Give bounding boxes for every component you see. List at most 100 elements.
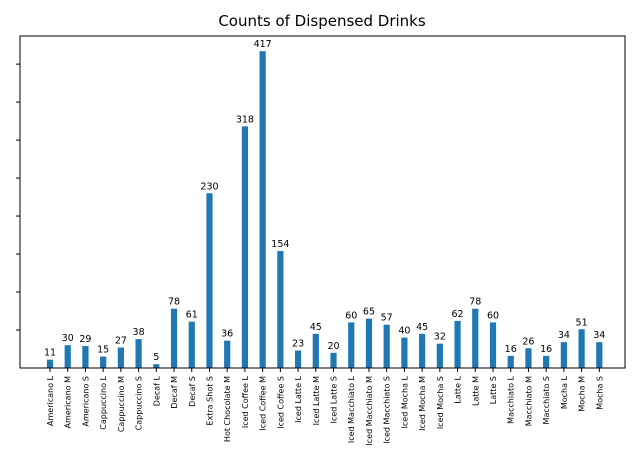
bar-value-label: 11	[44, 348, 56, 359]
bar	[401, 337, 408, 368]
x-tick-label: Iced Coffee M	[259, 376, 268, 431]
plot-frame	[19, 35, 626, 369]
bar-value-label: 23	[292, 339, 304, 350]
x-tick-label: Mocha M	[578, 376, 587, 412]
bar	[294, 350, 302, 368]
bar-value-label: 5	[153, 352, 159, 363]
bar	[241, 126, 249, 368]
bar-value-label: 78	[168, 297, 180, 308]
bars-group	[46, 51, 603, 368]
bar-value-label: 38	[133, 327, 145, 338]
bar-value-label: 40	[398, 326, 410, 337]
x-tick-label: Americano M	[64, 376, 73, 429]
bar-value-label: 318	[236, 114, 254, 125]
x-tick-label: Latte S	[489, 376, 498, 404]
x-tick-label: Iced Mocha L	[400, 375, 409, 428]
x-tick-label: Extra Shot S	[205, 376, 214, 425]
x-tick-label: Iced Mocha S	[436, 376, 445, 429]
bar	[135, 339, 142, 368]
bar	[507, 355, 514, 368]
x-tick-label: Hot Chocolate M	[223, 376, 232, 442]
bar-value-label: 57	[381, 313, 393, 324]
bar-value-label: 34	[593, 330, 605, 341]
bar-value-label: 30	[62, 333, 74, 344]
bar	[383, 324, 390, 368]
bar-value-label: 60	[487, 310, 499, 321]
bar-value-label: 51	[576, 317, 588, 328]
x-tick-label: Mocha S	[595, 376, 604, 410]
x-tick-label: Decaf M	[170, 376, 179, 409]
bar-value-label: 45	[310, 322, 322, 333]
bar	[543, 355, 550, 368]
x-tick-label: Latte L	[454, 375, 463, 403]
x-tick-label: Americano S	[81, 376, 90, 427]
bar	[419, 333, 426, 368]
bar-value-label: 16	[505, 344, 517, 355]
bar	[100, 356, 107, 368]
x-tick-label: Macchiato L	[507, 375, 516, 423]
bar	[348, 322, 355, 368]
bar	[560, 342, 567, 368]
bar-value-label: 45	[416, 322, 428, 333]
bar-value-label: 230	[200, 181, 218, 192]
bar	[365, 318, 373, 368]
bar	[188, 321, 195, 368]
bar	[489, 322, 497, 368]
x-tick-label: Macchiato M	[524, 376, 533, 426]
bar-value-label: 26	[522, 336, 534, 347]
x-tick-label: Cappuccino S	[135, 376, 144, 430]
bar	[46, 359, 54, 368]
bar-value-label: 15	[97, 345, 109, 356]
bar	[117, 347, 124, 368]
y-ticks-group	[16, 63, 20, 331]
x-tick-label: Mocha L	[560, 375, 569, 409]
bar-value-label: 78	[469, 297, 481, 308]
bar-value-label: 61	[186, 310, 198, 321]
bar	[206, 193, 213, 368]
x-tick-label: Americano L	[46, 375, 55, 426]
x-tick-label: Latte M	[471, 376, 480, 406]
chart-title: Counts of Dispensed Drinks	[218, 12, 426, 30]
bar-value-label: 34	[558, 330, 570, 341]
bar-value-label: 20	[327, 341, 339, 352]
x-tick-label: Iced Macchiato M	[365, 376, 374, 446]
bar	[436, 343, 443, 368]
bar	[224, 340, 231, 368]
bar	[472, 308, 479, 368]
bar-value-label: 62	[452, 309, 464, 320]
bar-value-label: 36	[221, 329, 233, 340]
bar	[64, 345, 71, 368]
x-tick-label: Macchiato S	[542, 376, 551, 424]
bar-value-label: 65	[363, 307, 375, 318]
x-tick-label: Iced Mocha M	[418, 376, 427, 431]
x-tick-label: Iced Latte L	[294, 375, 303, 422]
x-tick-label: Iced Latte S	[330, 376, 339, 423]
bar-value-label: 60	[345, 310, 357, 321]
bar	[170, 308, 178, 368]
bar	[312, 333, 319, 368]
x-tick-label: Cappuccino M	[117, 376, 126, 432]
x-tick-label: Iced Coffee L	[241, 375, 250, 428]
x-tick-label: Iced Latte M	[312, 376, 321, 425]
bar-value-label: 32	[434, 332, 446, 343]
x-tick-label: Iced Macchiato S	[383, 376, 392, 444]
value-labels-group: 11 30 29 15 27 38 5 78 61 230 36 318 417 154 23 45 20 60 6…	[44, 39, 605, 363]
bar	[82, 345, 89, 368]
bar	[578, 329, 585, 368]
bar	[153, 364, 160, 368]
bar-value-label: 27	[115, 335, 127, 346]
bar	[596, 342, 603, 368]
bar-value-label: 16	[540, 344, 552, 355]
bar-value-label: 154	[271, 239, 289, 250]
x-tick-label: Cappuccino L	[99, 375, 108, 429]
x-tick-label: Decaf S	[188, 376, 197, 407]
bar	[330, 352, 337, 368]
x-tick-label: Iced Coffee S	[276, 376, 285, 429]
bar-value-label: 417	[254, 39, 272, 50]
bar	[259, 51, 266, 368]
bar	[454, 320, 461, 368]
bar	[277, 251, 284, 368]
bar-value-label: 29	[79, 334, 91, 345]
x-tick-label: Iced Macchiato L	[347, 375, 356, 443]
